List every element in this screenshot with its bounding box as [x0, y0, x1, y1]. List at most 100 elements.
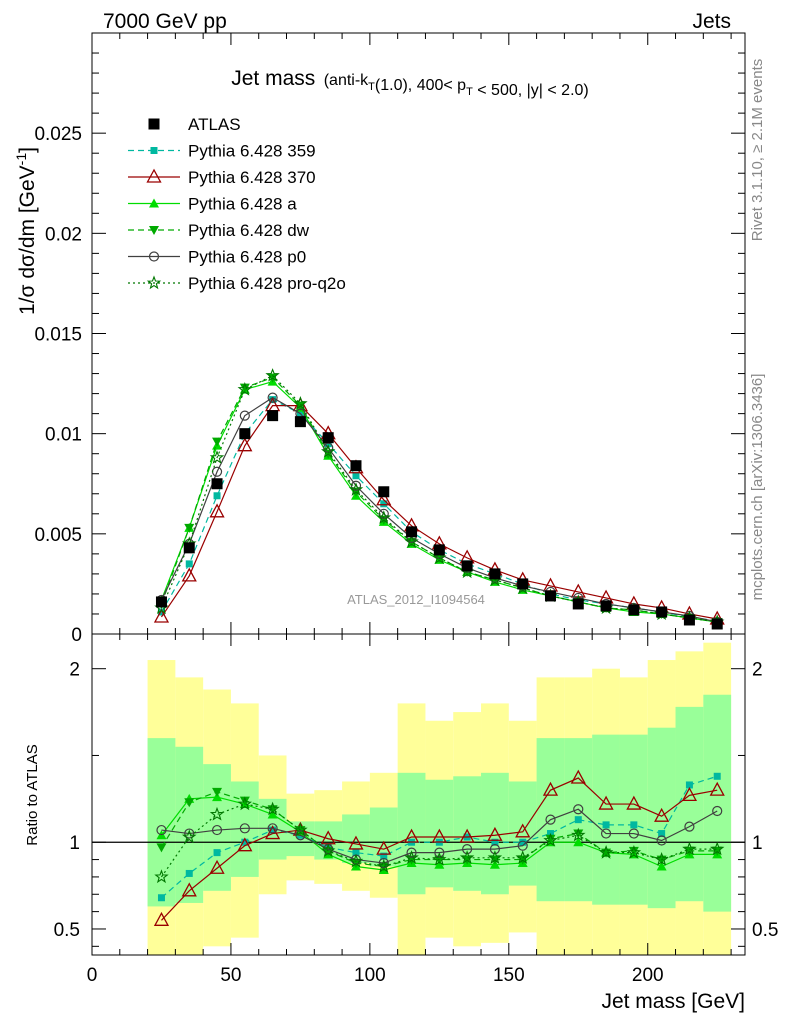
ratio-point — [212, 787, 223, 797]
legend-entry: Pythia 6.428 a — [128, 195, 297, 214]
ratio-point — [209, 806, 225, 821]
ratio-tick-label-right: 2 — [752, 660, 763, 681]
series-point — [185, 560, 193, 568]
ratio-point — [241, 838, 249, 846]
ratio-point — [431, 828, 447, 843]
ratio-point — [153, 911, 170, 926]
ratio-band-inner — [175, 746, 204, 903]
ratio-point — [573, 804, 584, 815]
ratio-point — [265, 825, 281, 840]
series-point — [348, 482, 364, 496]
side-label-mcplots: mcplots.cern.ch [arXiv:1306.3436] — [749, 374, 766, 601]
legend-label: Pythia 6.428 p0 — [188, 248, 306, 267]
ratio-point — [712, 805, 723, 817]
legend-entry: Pythia 6.428 370 — [128, 168, 316, 187]
series-point — [237, 437, 253, 452]
series-point — [404, 534, 419, 549]
ratio-point — [630, 821, 638, 829]
ratio-point — [487, 826, 503, 841]
series-line — [160, 380, 718, 623]
ratio-point — [713, 772, 721, 780]
legend-entry: Pythia 6.428 dw — [128, 221, 310, 240]
ratio-point — [543, 832, 558, 847]
ratio-point — [658, 830, 666, 838]
series-point — [209, 503, 225, 518]
ratio-point — [654, 807, 670, 822]
y-tick-label: 0.01 — [45, 425, 82, 446]
ratio-point — [487, 850, 503, 864]
data-point — [517, 578, 529, 590]
ratio-point — [545, 834, 556, 844]
legend-entry: Pythia 6.428 p0 — [128, 248, 306, 267]
data-point — [350, 460, 362, 472]
ratio-point — [685, 781, 693, 789]
ratio-point — [515, 850, 530, 864]
data-point — [461, 560, 473, 572]
ratio-point — [684, 821, 695, 832]
ratio-point — [600, 828, 612, 839]
ratio-point — [352, 849, 360, 857]
series-point — [293, 396, 308, 410]
legend-label: Pythia 6.428 pro-q2o — [188, 274, 346, 293]
data-point — [628, 604, 640, 616]
y-tick-label: 0 — [71, 625, 82, 646]
ratio-point — [459, 850, 475, 865]
x-tick-label: 150 — [493, 965, 525, 986]
ratio-point — [626, 844, 642, 859]
ratio-point — [710, 841, 725, 856]
ratio-point — [459, 828, 475, 843]
ratio-band-inner — [703, 694, 732, 912]
x-tick-label: 0 — [87, 965, 98, 986]
legend-entry: ATLAS — [148, 115, 241, 134]
data-point — [683, 614, 695, 626]
series-pythia-6-428-pro-q2o — [154, 368, 725, 629]
ratio-tick-label: 0.5 — [54, 920, 80, 941]
ratio-point — [489, 844, 501, 855]
legend-label: Pythia 6.428 dw — [188, 221, 310, 240]
series-point — [212, 437, 223, 447]
plot-title-detail: (anti-kT(1.0), 400< pT < 500, |y| < 2.0) — [324, 72, 589, 99]
ratio-series-pythia-6-428-pro-q2o — [154, 796, 725, 884]
ratio-point — [570, 769, 586, 784]
series-line — [160, 374, 718, 623]
ratio-band-inner — [619, 734, 648, 905]
ratio-point — [462, 844, 473, 855]
ratio-tick-label-right: 0.5 — [752, 920, 778, 941]
y-tick-label: 0.025 — [34, 124, 82, 145]
y-tick-label: 0.015 — [34, 325, 82, 346]
header-right: Jets — [692, 10, 731, 33]
ratio-point — [545, 814, 556, 825]
y-tick-label: 0.02 — [45, 224, 82, 245]
ratio-point — [571, 827, 586, 842]
ratio-point — [656, 835, 667, 846]
series-point — [237, 381, 252, 396]
series-point — [321, 444, 336, 458]
ratio-point — [295, 830, 306, 841]
data-point — [489, 568, 501, 580]
ratio-point — [380, 852, 388, 860]
series-point — [213, 492, 221, 500]
series-pythia-6-428-dw — [156, 373, 723, 627]
series-point — [239, 410, 250, 421]
plot-title: Jet mass (anti-kT(1.0), 400< pT < 500, |… — [231, 67, 589, 99]
ratio-band-inner — [647, 727, 676, 909]
ratio-point — [515, 823, 531, 838]
ratio-point — [519, 838, 527, 846]
ratio-point — [574, 816, 582, 824]
data-point — [711, 618, 723, 630]
ratio-band-inner — [592, 734, 620, 905]
data-point — [239, 428, 251, 440]
ratio-point — [434, 847, 445, 858]
ratio-point — [237, 796, 252, 811]
series-atlas — [155, 410, 723, 630]
ratio-point — [185, 869, 193, 877]
series-point — [432, 550, 447, 564]
ratio-point — [157, 894, 165, 902]
ratio-y-axis-label: Ratio to ATLAS — [24, 744, 41, 845]
legend-label: Pythia 6.428 370 — [188, 168, 316, 187]
ratio-point — [237, 837, 253, 852]
header-left: 7000 GeV pp — [103, 10, 227, 33]
y-tick-label: 0.005 — [34, 525, 82, 546]
data-point — [433, 544, 445, 556]
ratio-point — [269, 826, 277, 834]
